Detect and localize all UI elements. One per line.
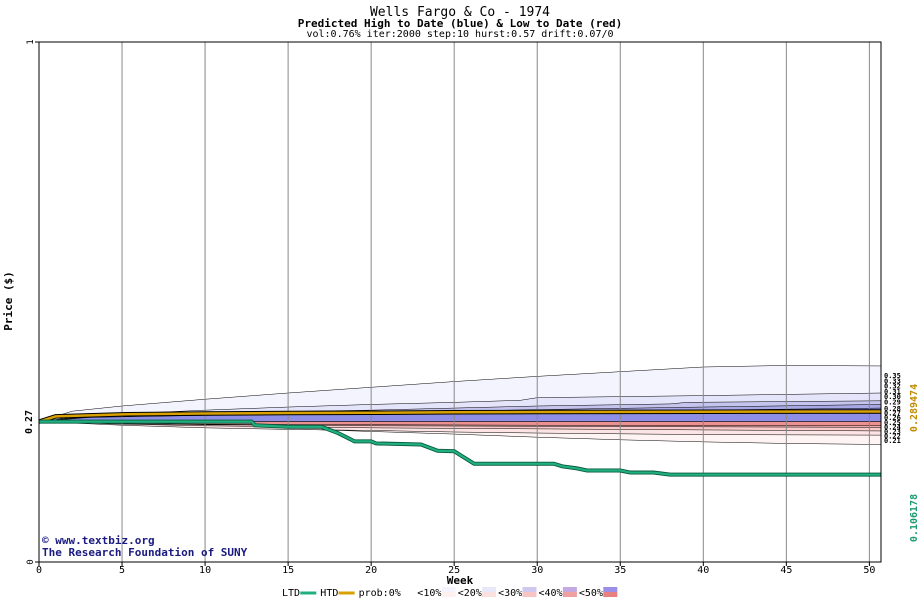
legend-swatch-red-3 xyxy=(522,592,537,597)
chart-params: vol:0.76% iter:2000 step:10 hurst:0.57 d… xyxy=(306,29,613,40)
x-tick-label-20: 20 xyxy=(365,565,377,576)
right-label-lower-6: 0.22 xyxy=(884,433,901,441)
axis-ticks: 0 5 10 15 20 25 30 35 40 45 50 0 1 xyxy=(26,39,875,576)
right-label-upper-4: 0.30 xyxy=(884,393,901,401)
watermark-line1: © www.textbiz.org xyxy=(42,534,155,547)
series-lines xyxy=(38,409,882,477)
right-label-upper-1: 0.33 xyxy=(884,377,901,385)
legend-swatch-red-0 xyxy=(401,592,416,597)
right-label-lower-4: 0.24 xyxy=(884,423,901,431)
x-tick-label-30: 30 xyxy=(531,565,543,576)
plot-frame xyxy=(38,41,882,563)
watermark: © www.textbiz.org The Research Foundatio… xyxy=(42,534,248,559)
watermark-line2: The Research Foundation of SUNY xyxy=(42,546,248,559)
legend-swatch-red-5 xyxy=(603,592,618,597)
legend-swatch-blue-4 xyxy=(562,587,577,592)
htd-final-value-label: 0.289474 xyxy=(909,384,920,432)
ltd-final-value-label: 0.106178 xyxy=(909,494,920,542)
legend: LTD HTD prob:0% <10% <20% <30% <40% <50% xyxy=(282,587,618,599)
right-label-upper-0: 0.35 xyxy=(884,372,901,380)
y-axis-label: Price ($) xyxy=(2,271,15,331)
legend-swatch-red-1 xyxy=(441,592,456,597)
legend-swatch-blue-0 xyxy=(401,587,416,592)
legend-label-prob-5: <50% xyxy=(579,588,603,599)
legend-label-prob-2: <20% xyxy=(458,588,482,599)
legend-swatch-red-4 xyxy=(562,592,577,597)
right-label-lower-2: 0.26 xyxy=(884,414,901,422)
legend-swatch-red-2 xyxy=(482,592,497,597)
right-price-labels: 0.350.330.320.310.300.290.280.270.260.25… xyxy=(884,372,901,445)
legend-label-prob-1: <10% xyxy=(417,588,441,599)
x-tick-label-25: 25 xyxy=(448,565,460,576)
right-label-upper-2: 0.32 xyxy=(884,383,901,391)
right-label-upper-5: 0.29 xyxy=(884,399,901,407)
x-axis-label: Week xyxy=(447,574,474,587)
chart-subtitle: Predicted High to Date (blue) & Low to D… xyxy=(298,17,623,30)
legend-label-prob-3: <30% xyxy=(498,588,522,599)
legend-label-prob-4: <40% xyxy=(539,588,563,599)
legend-label-ltd: LTD xyxy=(282,588,300,599)
right-label-lower-1: 0.27 xyxy=(884,410,901,418)
htd-line xyxy=(38,410,882,423)
probability-bands xyxy=(38,365,882,445)
right-label-lower-7: 0.21 xyxy=(884,437,901,445)
legend-label-prob-0: prob:0% xyxy=(359,588,401,599)
x-tick-label-15: 15 xyxy=(282,565,294,576)
legend-swatch-blue-2 xyxy=(482,587,497,592)
x-tick-label-0: 0 xyxy=(36,565,42,576)
y-tick-label-0: 0 xyxy=(26,559,36,564)
x-tick-label-5: 5 xyxy=(119,565,125,576)
grid xyxy=(121,42,870,562)
right-label-lower-0: 0.28 xyxy=(884,405,901,413)
y-tick-label-start-price: 0.27 xyxy=(24,410,35,434)
legend-swatch-blue-3 xyxy=(522,587,537,592)
legend-swatch-blue-1 xyxy=(441,587,456,592)
chart-title: Wells Fargo & Co - 1974 xyxy=(370,5,550,20)
x-tick-label-50: 50 xyxy=(863,565,875,576)
right-label-lower-3: 0.25 xyxy=(884,419,901,427)
right-label-lower-5: 0.23 xyxy=(884,428,901,436)
x-tick-label-40: 40 xyxy=(697,565,709,576)
x-tick-label-35: 35 xyxy=(614,565,626,576)
legend-label-htd: HTD xyxy=(320,588,338,599)
x-tick-label-45: 45 xyxy=(780,565,792,576)
ltd-line xyxy=(39,420,881,476)
legend-swatch-blue-5 xyxy=(603,587,618,592)
right-label-upper-3: 0.31 xyxy=(884,388,901,396)
x-tick-label-10: 10 xyxy=(199,565,211,576)
y-tick-label-1: 1 xyxy=(26,39,36,44)
